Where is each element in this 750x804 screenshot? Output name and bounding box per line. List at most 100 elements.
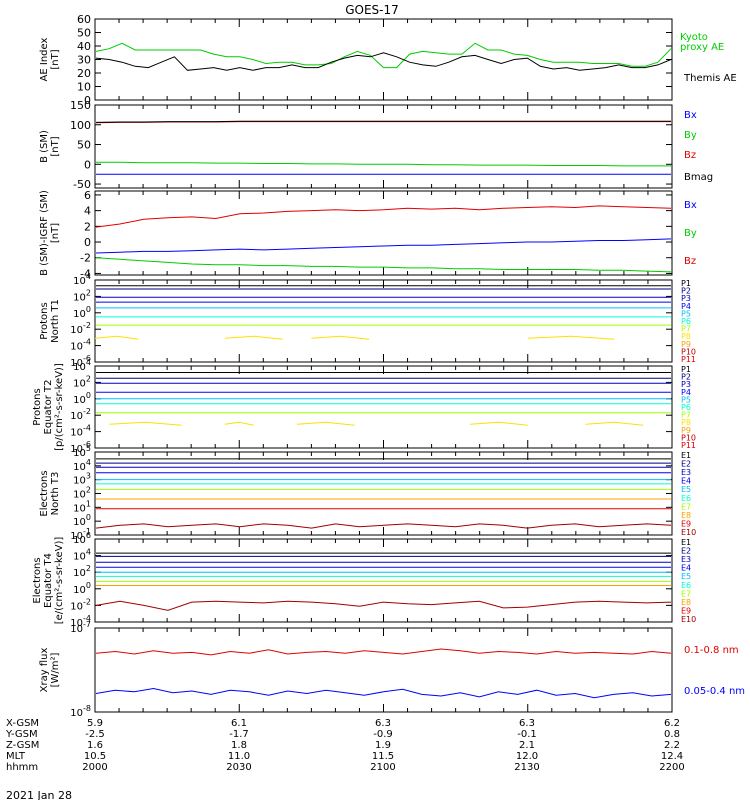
x-row-value: -1.7 [229,729,249,740]
series-e10 [95,523,672,529]
series-0-1-0-8-nm [95,648,672,656]
y-tick-label: 104 [73,458,91,473]
x-row-label: MLT [6,751,26,762]
series-p9 [109,421,182,426]
panel-3: 6 4 2 0 -2 -4 B (SM)-IGRF (SM) [nT] [39,189,673,280]
legend-p2: P2 [681,287,691,296]
y-tick-label: 10-2 [70,407,91,422]
series-bmag [95,120,671,123]
y-tick-label: 102 [73,288,91,303]
legend-bmag: Bmag [684,172,713,183]
y-tick-label: 50 [77,139,91,152]
legend-e6: E6 [681,494,691,503]
legend-e8: E8 [681,511,691,520]
y-tick-label: 0 [84,236,91,249]
panel-2: 150 100 50 0 -50 B (SM) [nT] [39,99,673,191]
y-axis-label: Equator T2 [43,380,54,435]
y-axis-label: Protons [39,302,50,339]
legend-kyoto: Kyoto [680,32,708,43]
legend-0-1-0-8-nm: 0.1-0.8 nm [684,645,739,656]
series-by [95,257,672,273]
series-themis-ae [95,52,672,71]
y-axis-label: Equator T4 [43,553,54,608]
legend-e9: E9 [681,606,691,615]
legend-e5: E5 [681,572,691,581]
panel-frame [94,451,673,536]
x-row-value: 11.5 [372,751,394,762]
x-row-label: X-GSM [6,718,39,729]
legend-p8: P8 [681,332,691,341]
legend-by: By [684,130,697,141]
series-kyoto-proxy-ae [95,42,672,69]
legend-p4: P4 [681,302,691,311]
y-axis-label: [W/m²] [50,652,61,687]
legend-p5: P5 [681,395,691,404]
legend-e7: E7 [681,502,691,511]
series-p9 [470,421,528,426]
date-label: 2021 Jan 28 [6,789,72,800]
legend-bx: Bx [684,200,697,211]
legend-e2: E2 [681,547,691,556]
legend-e5: E5 [681,485,691,494]
y-tick-label: 40 [77,40,91,53]
legend-p2: P2 [681,373,691,382]
series-0-05-0-4-nm [95,687,672,699]
legend-themis-ae: Themis AE [683,73,737,84]
legend-bz: Bz [684,256,696,267]
x-row-value: 2.2 [664,740,680,751]
legend-bz: Bz [684,150,696,161]
legend-p1: P1 [681,365,691,374]
y-tick-label: 0 [84,158,91,171]
legend-p6: P6 [681,403,691,412]
x-row-label: hhmm [6,762,38,773]
legend-e4: E4 [681,477,691,486]
y-tick-label: 102 [73,486,91,501]
legend-p4: P4 [681,388,691,397]
series-bz [95,205,672,228]
panel-frame [94,190,673,276]
x-row-value: -0.1 [517,729,537,740]
legend-p11: P11 [681,441,696,450]
y-tick-label: 10-8 [70,704,91,719]
panel-frame [94,104,673,189]
x-row-label: Z-GSM [6,740,39,751]
y-tick-label: 60 [77,13,91,26]
y-axis-label: Electrons [32,557,43,603]
y-tick-label: 104 [73,548,91,563]
x-row-value: 2.1 [519,740,535,751]
y-tick-label: 2 [84,220,91,233]
x-row-value: 2130 [514,762,539,773]
series-p9 [527,335,615,340]
legend-p5: P5 [681,309,691,318]
y-tick-label: 100 [73,513,91,528]
series-p9 [585,421,644,426]
legend-p11: P11 [681,355,696,364]
y-axis-label: North T1 [50,299,61,343]
panel-frame [94,18,673,101]
series-p9 [311,335,370,340]
legend-bx: Bx [684,110,697,121]
y-axis-label: [nT] [50,136,61,156]
x-row-value: 6.1 [231,718,247,729]
y-tick-label: 102 [73,564,91,579]
chart-title: GOES-17 [345,3,399,17]
legend-e10: E10 [681,615,696,624]
legend-p3: P3 [681,294,691,303]
legend-e10: E10 [681,528,696,537]
x-row-label: Y-GSM [5,729,38,740]
x-row-value: 2100 [370,762,395,773]
y-tick-label: -4 [80,267,91,280]
series-p9 [94,335,139,340]
legend-p1: P1 [681,279,691,288]
legend-p7: P7 [681,411,691,420]
x-row-value: 0.8 [664,729,680,740]
y-tick-label: 10-2 [70,321,91,336]
y-tick-label: 10-2 [70,597,91,612]
y-tick-label: 30 [77,54,91,67]
y-tick-label: 100 [70,119,91,132]
y-axis-label: North T3 [50,472,61,516]
